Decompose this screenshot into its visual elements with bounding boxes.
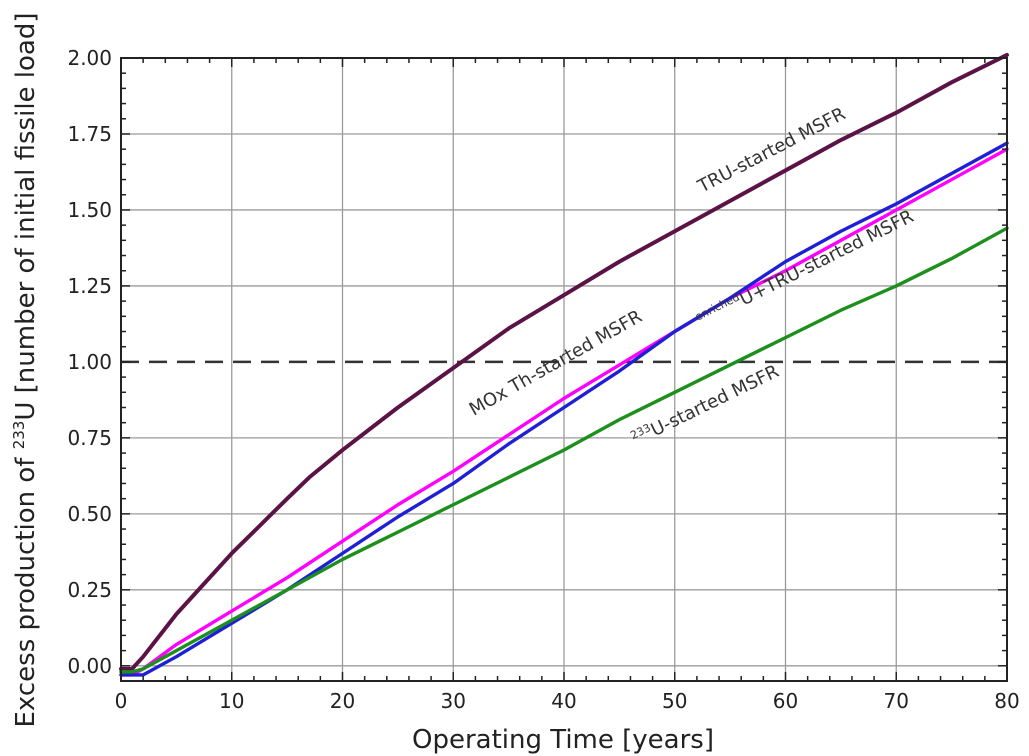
- y-tick-label-1-25: 1.25: [67, 274, 112, 298]
- x-tick-label-0: 0: [115, 689, 128, 713]
- tick-marks: [120, 57, 1008, 681]
- y-axis-title-suffix: U [number of initial fissile load]: [11, 12, 41, 420]
- series-line-1: [119, 147, 1009, 677]
- grid: [121, 57, 1007, 681]
- y-tick-label-1: 1.00: [67, 350, 112, 374]
- x-axis-title: Operating Time [years]: [412, 725, 714, 755]
- x-tick-label-20: 20: [330, 689, 355, 713]
- y-tick-label-0-5: 0.50: [67, 502, 112, 526]
- y-tick-label-0: 0.00: [67, 654, 112, 678]
- y-tick-label-0-25: 0.25: [67, 578, 112, 602]
- series-line-0: [119, 52, 1009, 671]
- x-tick-label-70: 70: [884, 689, 909, 713]
- x-tick-label-30: 30: [441, 689, 466, 713]
- y-tick-label-1-5: 1.50: [67, 198, 112, 222]
- series-line-2: [119, 141, 1009, 677]
- y-axis-title: Excess production of 233U [number of ini…: [10, 12, 41, 727]
- x-tick-label-60: 60: [773, 689, 798, 713]
- y-tick-label-0-75: 0.75: [67, 426, 112, 450]
- y-tick-label-1-75: 1.75: [67, 122, 112, 146]
- x-tick-label-50: 50: [662, 689, 687, 713]
- x-tick-label-10: 10: [219, 689, 244, 713]
- tick-labels: 0 10 20 30 40 50 60 70 80 0.00 0.25 0.50 0.75 1.00 1.2…: [67, 46, 1019, 713]
- series-lines: [119, 52, 1009, 677]
- x-tick-label-80: 80: [994, 689, 1019, 713]
- y-axis-title-prefix: Excess production of: [11, 449, 41, 727]
- y-tick-label-2: 2.00: [67, 46, 112, 70]
- y-axis-title-superscript: 233: [10, 421, 28, 450]
- series-line-3: [119, 226, 1009, 674]
- x-tick-label-40: 40: [551, 689, 576, 713]
